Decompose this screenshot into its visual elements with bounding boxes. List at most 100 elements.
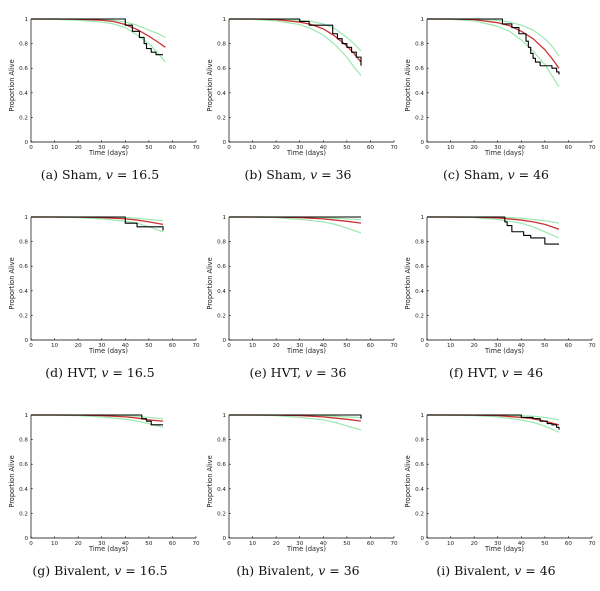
- x-tick-label: 0: [425, 541, 429, 547]
- y-tick-label: 0.4: [19, 91, 28, 97]
- x-tick-label: 10: [249, 541, 257, 547]
- y-tick-label: 1: [420, 413, 424, 419]
- chart-panel-g: 0 10 20 30 40 50 60 70 0 0.2 0.4 0.6 0.8 1 Time (days)…: [0, 396, 200, 591]
- x-tick-label: 70: [192, 145, 200, 151]
- x-tick-label: 40: [518, 541, 526, 547]
- chart-panel-f: 0 10 20 30 40 50 60 70 0 0.2 0.4 0.6 0.8 1 Time (days)…: [396, 198, 596, 393]
- model-fit-curve: [229, 216, 362, 224]
- y-tick-label: 0.6: [217, 264, 226, 270]
- confidence-band-upper-curve: [427, 18, 560, 57]
- x-tick-label: 50: [343, 343, 351, 349]
- y-axis-label: Proportion Alive: [8, 257, 16, 309]
- y-tick-label: 0.6: [19, 66, 28, 72]
- x-tick-label: 40: [320, 541, 328, 547]
- x-tick-label: 70: [390, 145, 398, 151]
- y-tick-label: 0.8: [415, 438, 424, 444]
- x-tick-label: 20: [273, 541, 281, 547]
- caption-variable: v: [310, 167, 318, 182]
- x-tick-label: 40: [320, 145, 328, 151]
- x-tick-label: 0: [227, 343, 231, 349]
- model-fit-curve: [427, 18, 560, 69]
- panel-caption: (g) Bivalent, v = 16.5: [0, 563, 200, 578]
- caption-variable: v: [318, 563, 326, 578]
- confidence-band-lower-curve: [426, 414, 560, 433]
- x-tick-label: 30: [296, 343, 304, 349]
- y-tick-label: 0.4: [415, 91, 424, 97]
- x-tick-label: 70: [192, 541, 200, 547]
- y-tick-label: 0: [24, 338, 28, 344]
- caption-group: Bivalent,: [54, 563, 115, 578]
- x-tick-label: 70: [390, 343, 398, 349]
- x-axis-label: Time (days): [286, 545, 326, 553]
- caption-label: (g): [32, 563, 55, 578]
- x-tick-label: 30: [494, 145, 502, 151]
- y-tick-label: 0.8: [217, 240, 226, 246]
- x-tick-label: 50: [541, 541, 549, 547]
- y-tick-label: 0: [24, 536, 28, 542]
- y-tick-label: 0.6: [19, 462, 28, 468]
- x-tick-label: 20: [75, 343, 83, 349]
- y-tick-label: 0.8: [415, 240, 424, 246]
- y-tick-label: 0.8: [19, 240, 28, 246]
- x-axis-label: Time (days): [484, 347, 524, 355]
- survival-plot-b: 0 10 20 30 40 50 60 70 0 0.2 0.4 0.6 0.8 1 Time (days)…: [206, 17, 398, 157]
- caption-equals: =: [121, 563, 140, 578]
- caption-variable: v: [507, 167, 515, 182]
- y-tick-label: 0.2: [415, 313, 424, 319]
- x-tick-label: 20: [471, 541, 479, 547]
- y-tick-label: 1: [420, 215, 424, 221]
- chart-panel-a: 0 10 20 30 40 50 60 70 0 0.2 0.4 0.6 0.8 1 Time (days)…: [0, 0, 200, 195]
- x-tick-label: 0: [29, 343, 33, 349]
- chart-panel-i: 0 10 20 30 40 50 60 70 0 0.2 0.4 0.6 0.8 1 Time (days)…: [396, 396, 596, 591]
- x-axis-label: Time (days): [88, 347, 128, 355]
- x-tick-label: 20: [273, 343, 281, 349]
- y-tick-label: 0: [222, 536, 226, 542]
- survival-plot-f: 0 10 20 30 40 50 60 70 0 0.2 0.4 0.6 0.8 1 Time (days)…: [404, 215, 596, 355]
- caption-variable: v: [501, 365, 509, 380]
- x-tick-label: 50: [145, 145, 153, 151]
- model-fit-curve: [31, 18, 166, 48]
- x-tick-label: 60: [565, 145, 573, 151]
- y-tick-label: 0.4: [19, 289, 28, 295]
- chart-panel-h: 0 10 20 30 40 50 60 70 0 0.2 0.4 0.6 0.8 1 Time (days)…: [198, 396, 398, 591]
- x-tick-label: 60: [367, 343, 375, 349]
- panel-caption: (h) Bivalent, v = 36: [198, 563, 398, 578]
- caption-group: Sham,: [61, 167, 106, 182]
- x-tick-label: 10: [447, 343, 455, 349]
- x-tick-label: 50: [343, 541, 351, 547]
- y-axis-label: Proportion Alive: [404, 257, 412, 309]
- y-tick-label: 0.2: [19, 511, 28, 517]
- survival-plot-g: 0 10 20 30 40 50 60 70 0 0.2 0.4 0.6 0.8 1 Time (days)…: [8, 413, 200, 553]
- y-tick-label: 0.6: [415, 66, 424, 72]
- x-tick-label: 10: [51, 145, 59, 151]
- chart-panel-d: 0 10 20 30 40 50 60 70 0 0.2 0.4 0.6 0.8 1 Time (days)…: [0, 198, 200, 393]
- caption-variable: v: [114, 563, 122, 578]
- caption-value: 46: [539, 563, 556, 578]
- y-tick-label: 0: [222, 338, 226, 344]
- caption-variable: v: [105, 167, 113, 182]
- y-tick-label: 0: [24, 140, 28, 146]
- panel-caption: (b) Sham, v = 36: [198, 167, 398, 182]
- chart-panel-b: 0 10 20 30 40 50 60 70 0 0.2 0.4 0.6 0.8 1 Time (days)…: [198, 0, 398, 195]
- km-survival-curve: [427, 216, 559, 245]
- caption-equals: =: [521, 563, 540, 578]
- y-tick-label: 0.8: [19, 438, 28, 444]
- y-tick-label: 0.4: [217, 487, 226, 493]
- y-tick-label: 0.2: [415, 511, 424, 517]
- x-tick-label: 30: [98, 541, 106, 547]
- x-tick-label: 50: [145, 343, 153, 349]
- caption-label: (b): [244, 167, 267, 182]
- caption-value: 36: [335, 167, 352, 182]
- y-tick-label: 1: [24, 413, 28, 419]
- model-fit-curve: [31, 216, 164, 226]
- x-tick-label: 0: [227, 145, 231, 151]
- x-tick-label: 70: [588, 343, 596, 349]
- caption-group: HVT,: [270, 365, 306, 380]
- x-tick-label: 70: [588, 541, 596, 547]
- x-tick-label: 30: [296, 541, 304, 547]
- x-tick-label: 50: [541, 343, 549, 349]
- x-axis-label: Time (days): [484, 545, 524, 553]
- y-axis-label: Proportion Alive: [206, 455, 214, 507]
- axis-lines: [228, 217, 394, 341]
